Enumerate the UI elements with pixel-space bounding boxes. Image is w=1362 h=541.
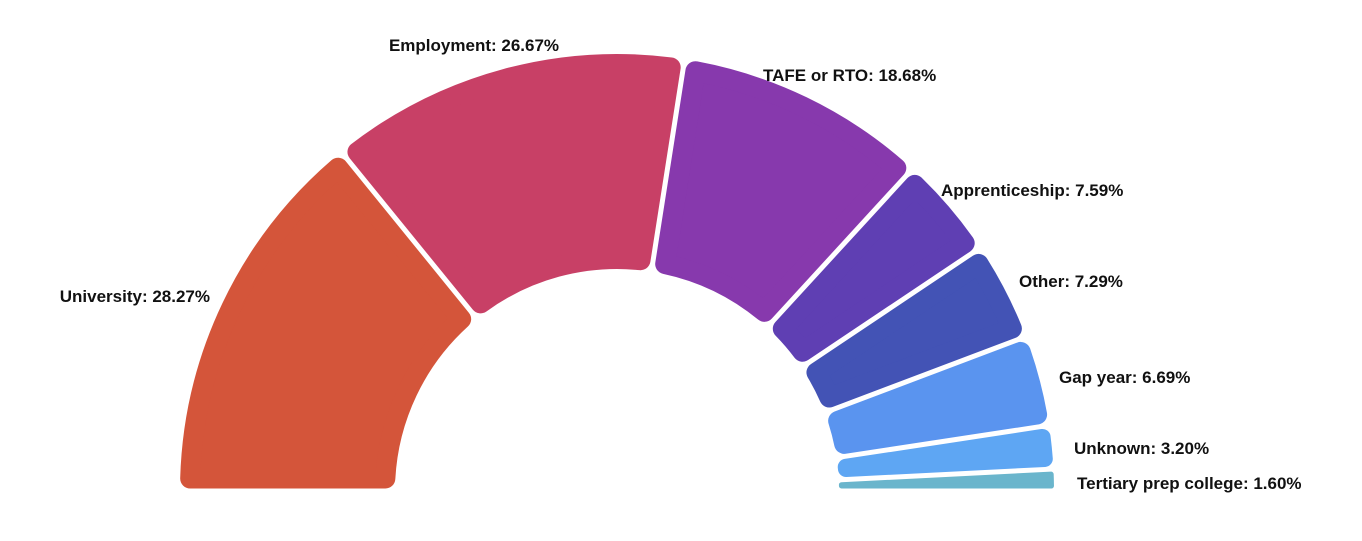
- slice-unknown[interactable]: [837, 428, 1053, 477]
- slice-gap-year[interactable]: [828, 341, 1048, 454]
- slice-other[interactable]: [806, 253, 1022, 408]
- slice-tafe-or-rto[interactable]: [655, 61, 907, 322]
- data-label-tertiary-prep-college: Tertiary prep college: 1.60%: [1077, 474, 1302, 493]
- data-label-employment: Employment: 26.67%: [389, 36, 559, 55]
- data-label-unknown: Unknown: 3.20%: [1074, 439, 1209, 458]
- data-label-university: University: 28.27%: [60, 287, 210, 306]
- data-label-other: Other: 7.29%: [1019, 272, 1123, 291]
- data-label-tafe-or-rto: TAFE or RTO: 18.68%: [763, 66, 936, 85]
- slice-tertiary-prep-college[interactable]: [838, 471, 1054, 489]
- data-label-apprenticeship: Apprenticeship: 7.59%: [941, 181, 1123, 200]
- data-label-gap-year: Gap year: 6.69%: [1059, 368, 1190, 387]
- slice-apprenticeship[interactable]: [772, 174, 975, 362]
- slice-university[interactable]: [180, 157, 472, 489]
- slice-employment[interactable]: [347, 54, 681, 314]
